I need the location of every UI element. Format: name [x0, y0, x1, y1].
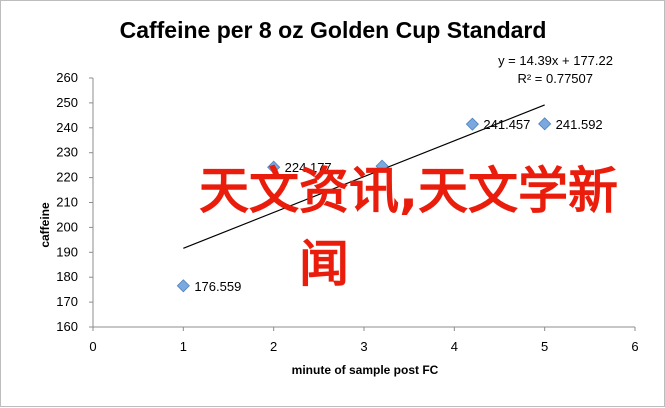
data-point-label: 241.592: [556, 117, 603, 132]
y-tick-label: 210: [56, 195, 78, 210]
y-tick-label: 220: [56, 170, 78, 185]
data-point-marker: [375, 159, 389, 173]
x-tick-label: 1: [180, 339, 187, 354]
axis-ticks: 160 170 180 190 200 210 220 230 240 250 260 0 1 2 3 4 5 6: [56, 70, 638, 354]
y-tick-label: 180: [56, 269, 78, 284]
y-tick-label: 190: [56, 244, 78, 259]
x-tick-label: 4: [451, 339, 458, 354]
data-point-label: 241.457: [483, 117, 530, 132]
data-points: 176.559 224.177 241.457 241.592: [176, 117, 603, 294]
watermark-line-1: 天文资讯,天文学新: [199, 162, 618, 220]
x-tick-label: 6: [631, 339, 638, 354]
data-point-marker: [176, 279, 190, 293]
x-tick-label: 5: [541, 339, 548, 354]
y-tick-label: 170: [56, 294, 78, 309]
r-squared: R² = 0.77507: [517, 71, 593, 86]
data-point-marker: [465, 117, 479, 131]
trend-equation: y = 14.39x + 177.22: [498, 53, 613, 68]
chart-title: Caffeine per 8 oz Golden Cup Standard: [120, 17, 547, 43]
y-tick-label: 200: [56, 219, 78, 234]
y-tick-label: 240: [56, 120, 78, 135]
x-tick-label: 3: [360, 339, 367, 354]
x-tick-label: 2: [270, 339, 277, 354]
data-point-label: 224.177: [285, 160, 332, 175]
x-axis-label: minute of sample post FC: [292, 363, 439, 377]
y-tick-label: 250: [56, 95, 78, 110]
y-tick-label: 260: [56, 70, 78, 85]
y-axis-label: caffeine: [38, 202, 52, 248]
data-point-marker: [267, 160, 281, 174]
y-tick-label: 160: [56, 319, 78, 334]
data-point-label: 176.559: [194, 279, 241, 294]
watermark-line-2: 闻: [299, 235, 349, 293]
data-point-marker: [538, 117, 552, 131]
trendline: [183, 104, 545, 249]
y-tick-label: 230: [56, 145, 78, 160]
x-tick-label: 0: [89, 339, 96, 354]
